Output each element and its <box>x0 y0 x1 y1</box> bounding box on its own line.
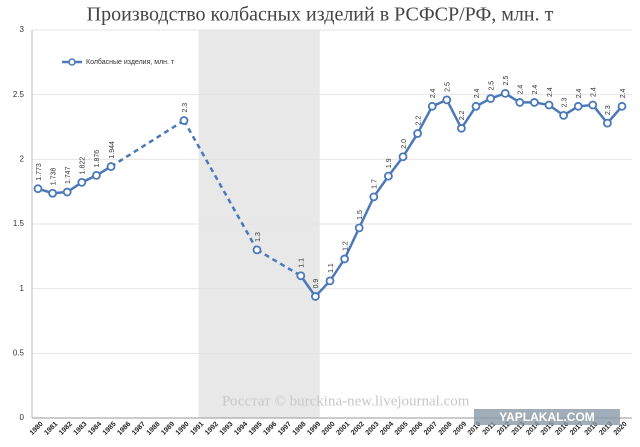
value-label: 2.4 <box>430 88 437 98</box>
point <box>340 254 350 264</box>
point <box>369 192 379 202</box>
value-label: 1.9 <box>386 158 393 168</box>
value-label: 2.4 <box>474 88 481 98</box>
point <box>515 98 525 107</box>
point <box>544 100 554 110</box>
value-label: 2.4 <box>532 85 539 95</box>
value-label: 0.9 <box>313 279 320 289</box>
value-label: 1.747 <box>65 166 72 184</box>
point <box>310 292 320 301</box>
value-label: 1.773 <box>36 163 43 181</box>
value-label: 1.7 <box>372 179 379 189</box>
value-label: 2.2 <box>459 110 466 120</box>
point <box>383 171 393 181</box>
value-label: 2.5 <box>445 82 452 92</box>
point <box>530 98 539 107</box>
y-tick-label: 3 <box>20 25 25 34</box>
value-label: 1.738 <box>50 168 57 186</box>
point <box>617 101 627 111</box>
value-label: 2.2 <box>415 116 422 126</box>
value-label: 1.876 <box>94 150 101 168</box>
point <box>486 94 496 103</box>
point <box>413 129 423 138</box>
value-label: 1.3 <box>255 232 262 242</box>
value-label: 2.3 <box>605 105 612 115</box>
y-tick-label: 1.5 <box>13 219 25 228</box>
value-label: 2.4 <box>576 88 583 98</box>
y-tick-label: 0.5 <box>13 348 25 357</box>
legend-label: Колбасные изделия, млн. т <box>86 58 175 66</box>
chart-title: Производство колбасных изделий в РСФСР/Р… <box>87 4 554 26</box>
value-label: 2.3 <box>561 98 568 108</box>
value-label: 1.5 <box>357 210 364 220</box>
point <box>354 223 364 233</box>
value-label: 2.5 <box>488 81 495 91</box>
value-label: 1.1 <box>328 263 335 273</box>
value-label: 2.4 <box>547 87 554 97</box>
watermark-bg <box>474 409 620 425</box>
point <box>77 177 87 187</box>
y-tick-label: 1 <box>20 284 25 293</box>
point <box>427 101 437 111</box>
legend-marker <box>68 58 76 66</box>
value-label: 1.2 <box>342 241 349 251</box>
point <box>559 110 568 120</box>
value-label: 2.4 <box>518 85 525 95</box>
watermark: YAPLAKAL.COM <box>499 410 595 424</box>
y-tick-label: 2 <box>20 154 25 163</box>
value-label: 2.4 <box>591 87 598 97</box>
point <box>33 184 43 194</box>
point <box>603 118 612 128</box>
point <box>398 152 408 162</box>
point <box>456 123 466 133</box>
gap-connector <box>182 119 259 251</box>
value-label: 1.1 <box>299 258 306 268</box>
y-tick-label: 0 <box>20 413 25 422</box>
value-label: 2.0 <box>401 139 408 149</box>
value-label: 2.3 <box>182 103 189 113</box>
value-label: 2.5 <box>503 76 510 86</box>
point <box>62 187 72 197</box>
point <box>573 101 583 111</box>
point <box>471 101 481 111</box>
point <box>179 116 189 125</box>
value-label: 1.944 <box>109 141 116 159</box>
value-label: 1.822 <box>80 157 87 175</box>
point <box>588 100 598 110</box>
point <box>325 276 335 286</box>
point <box>442 95 452 105</box>
point <box>252 245 262 255</box>
point <box>48 188 57 198</box>
value-label: 2.4 <box>620 88 627 98</box>
point <box>296 271 306 281</box>
point <box>106 162 116 171</box>
y-tick-label: 2.5 <box>13 90 25 99</box>
source: Росстат © burckina-new.livejournal.com <box>222 393 470 409</box>
point <box>92 170 101 180</box>
point <box>500 88 510 98</box>
